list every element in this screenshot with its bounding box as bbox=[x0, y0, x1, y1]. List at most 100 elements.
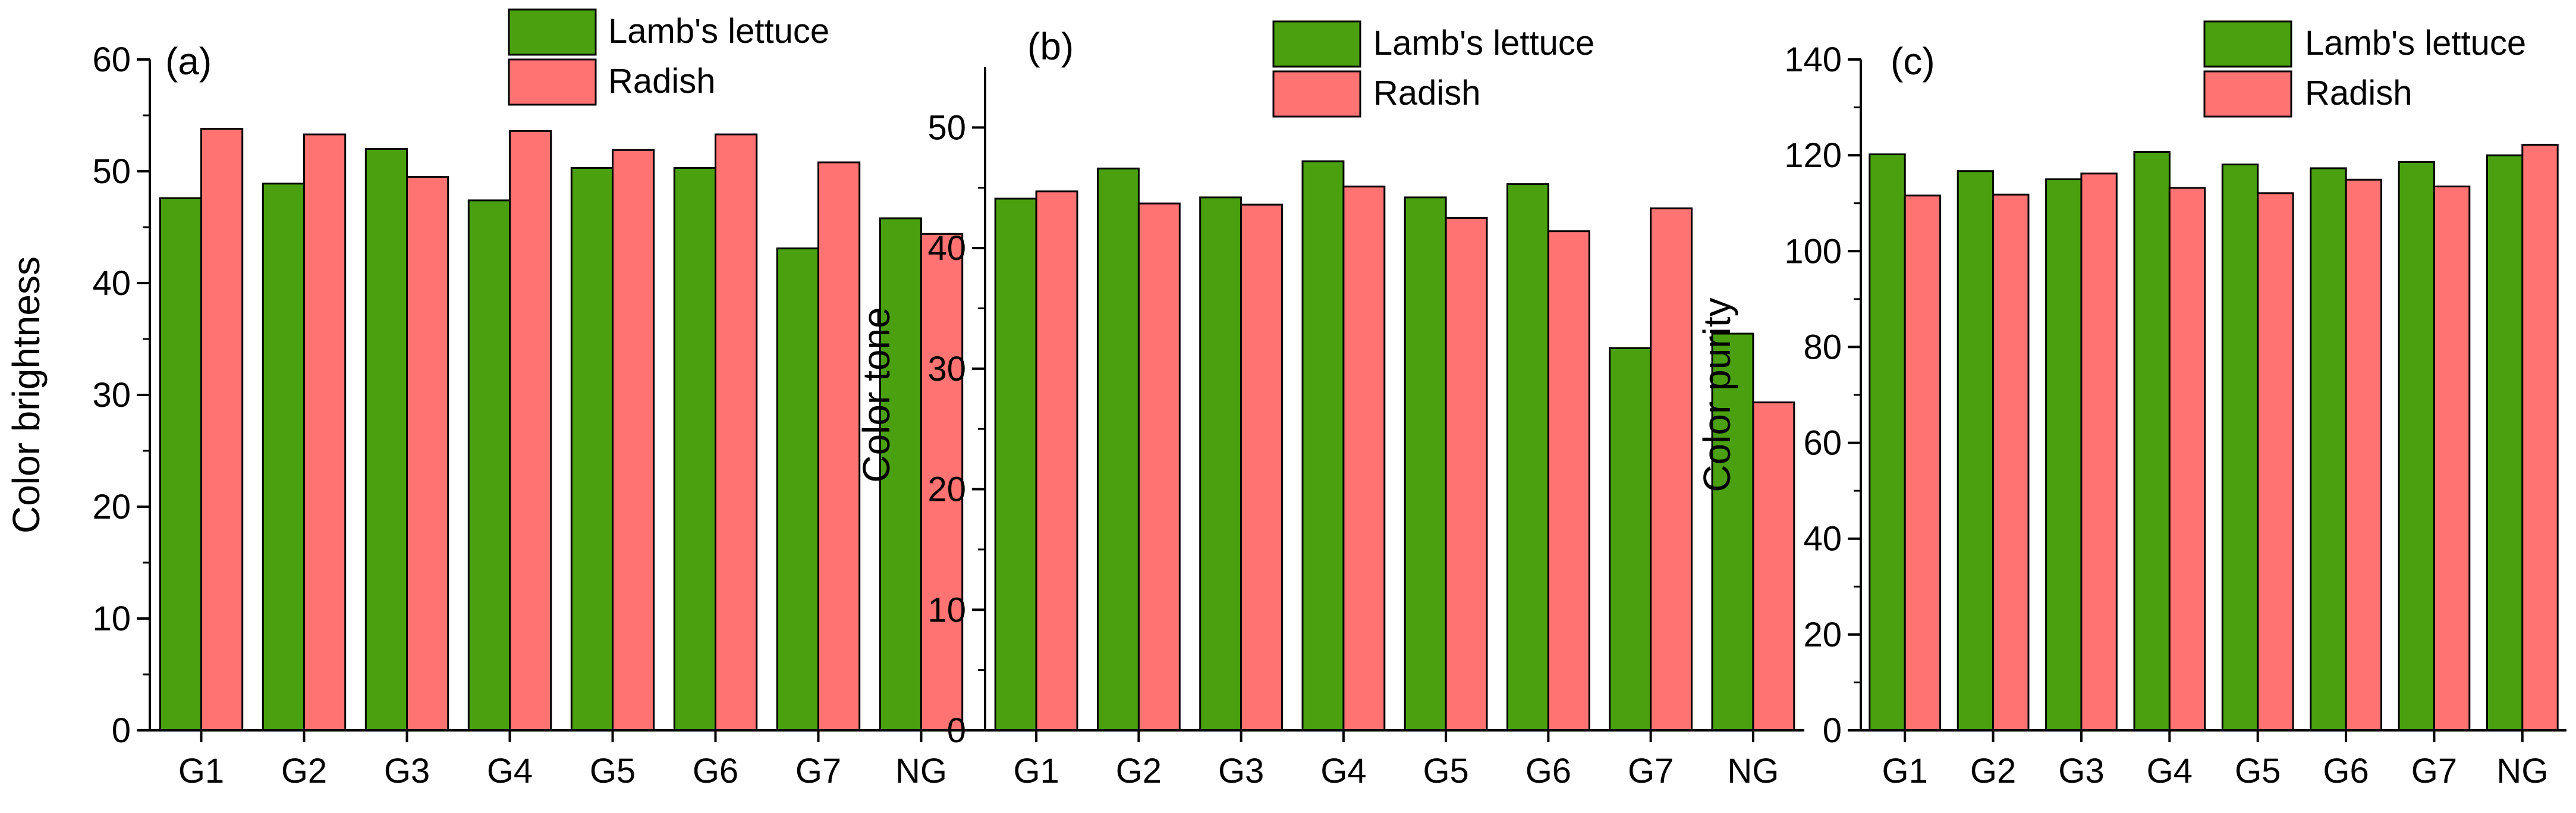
y-tick-label: 40 bbox=[92, 264, 131, 303]
bar-lettuce-g6 bbox=[673, 167, 717, 732]
x-tick-label-g4: G4 bbox=[487, 752, 533, 790]
bar-radish-g1 bbox=[1035, 190, 1078, 732]
bar-radish-g7 bbox=[2433, 186, 2471, 732]
bar-lettuce-g6 bbox=[1506, 183, 1549, 732]
bar-lettuce-g1 bbox=[159, 197, 202, 732]
y-tick-label: 50 bbox=[92, 152, 131, 191]
y-tick-label: 20 bbox=[92, 488, 131, 526]
legend-label-lettuce: Lamb's lettuce bbox=[608, 12, 829, 51]
bar-radish-g6 bbox=[2345, 178, 2383, 732]
y-tick-label: 20 bbox=[1803, 616, 1842, 654]
bar-lettuce-g7 bbox=[2398, 161, 2436, 732]
bar-lettuce-g2 bbox=[1957, 170, 1995, 732]
bar-lettuce-g3 bbox=[2045, 178, 2083, 732]
chart-panel-c: 0 20 40 60 80 100 120 140 G1 G2 G3 G4 G5 G6 G7 NG Color … bbox=[1696, 20, 2566, 790]
y-tick-label: 80 bbox=[1803, 328, 1842, 366]
x-tick-label-g2: G2 bbox=[1970, 752, 2016, 790]
y-tick-label: 0 bbox=[112, 711, 131, 750]
x-tick-label-g7: G7 bbox=[2411, 752, 2457, 790]
bar-lettuce-g7 bbox=[1609, 347, 1652, 732]
x-tick-label-g4: G4 bbox=[2147, 752, 2193, 790]
bar-lettuce-g1 bbox=[1869, 153, 1906, 732]
bar-lettuce-g4 bbox=[467, 199, 511, 732]
bar-lettuce-g5 bbox=[2221, 164, 2259, 732]
bar-radish-g2 bbox=[303, 133, 347, 732]
bar-radish-g1 bbox=[200, 128, 244, 732]
bar-lettuce-g2 bbox=[262, 183, 305, 732]
x-tick-label-g7: G7 bbox=[1628, 752, 1674, 790]
y-tick-label: 120 bbox=[1784, 136, 1842, 175]
y-tick-label: 0 bbox=[947, 711, 966, 750]
legend: Lamb's lettuce Radish bbox=[1272, 20, 1594, 118]
bar-lettuce-g6 bbox=[2310, 167, 2347, 732]
x-tick-label-g3: G3 bbox=[2058, 752, 2104, 790]
y-tick-label: 140 bbox=[1784, 40, 1842, 79]
bar-radish-g1 bbox=[1904, 194, 1942, 732]
bar-lettuce-g4 bbox=[2133, 151, 2171, 732]
y-tick-label: 50 bbox=[927, 108, 966, 147]
x-tick-label-g5: G5 bbox=[590, 752, 636, 790]
y-tick-label: 40 bbox=[927, 229, 966, 268]
bar-lettuce-g3 bbox=[364, 147, 408, 732]
chart-panel-b: 0 10 20 30 40 50 G1 G2 G3 G4 G5 G6 G7 NG Color tone (b)… bbox=[855, 20, 1804, 790]
bar-radish-g4 bbox=[2168, 187, 2206, 732]
y-tick-label: 100 bbox=[1784, 232, 1842, 271]
y-tick-label: 0 bbox=[1823, 711, 1842, 750]
x-tick-label-ng: NG bbox=[2496, 752, 2548, 790]
x-tick-label-g2: G2 bbox=[281, 752, 327, 790]
bar-radish-g7 bbox=[1650, 207, 1693, 732]
bar-radish-g2 bbox=[1992, 193, 2030, 732]
x-tick-label-g7: G7 bbox=[795, 752, 841, 790]
bar-radish-g3 bbox=[2080, 172, 2118, 732]
bar-radish-ng bbox=[1752, 401, 1795, 732]
y-tick-label: 60 bbox=[1803, 424, 1842, 463]
bar-radish-g2 bbox=[1137, 202, 1181, 732]
x-tick-label-g2: G2 bbox=[1116, 752, 1162, 790]
bar-radish-g5 bbox=[2257, 192, 2294, 732]
x-tick-label-ng: NG bbox=[1727, 752, 1779, 790]
legend-label-radish: Radish bbox=[608, 62, 716, 101]
legend-swatch-lettuce bbox=[1272, 20, 1361, 68]
bar-radish-g3 bbox=[1240, 203, 1284, 732]
bar-lettuce-ng bbox=[1711, 332, 1754, 732]
x-tick-label-g6: G6 bbox=[693, 752, 738, 790]
x-tick-label-ng: NG bbox=[895, 752, 947, 790]
legend: Lamb's lettuce Radish bbox=[2203, 20, 2526, 118]
bar-radish-g6 bbox=[1547, 230, 1590, 732]
x-tick-label-g3: G3 bbox=[384, 752, 430, 790]
bar-radish-g4 bbox=[509, 130, 552, 732]
legend-swatch-lettuce bbox=[2203, 20, 2292, 68]
x-tick-label-g3: G3 bbox=[1218, 752, 1264, 790]
y-axis-title: Color purity bbox=[1696, 297, 1738, 492]
bar-radish-ng bbox=[920, 233, 964, 732]
bar-lettuce-g5 bbox=[570, 167, 614, 732]
y-tick-label: 10 bbox=[92, 599, 131, 638]
x-tick-label-g5: G5 bbox=[1423, 752, 1468, 790]
bar-lettuce-ng bbox=[2486, 154, 2524, 732]
bar-radish-g5 bbox=[1445, 216, 1488, 732]
y-tick-label: 40 bbox=[1803, 520, 1842, 558]
x-tick-label-g1: G1 bbox=[1882, 752, 1928, 790]
bar-lettuce-g7 bbox=[776, 247, 820, 732]
y-tick-label: 30 bbox=[92, 376, 131, 415]
x-tick-label-g4: G4 bbox=[1320, 752, 1366, 790]
legend-label-lettuce: Lamb's lettuce bbox=[2305, 24, 2526, 62]
bar-lettuce-g1 bbox=[994, 197, 1037, 732]
y-tick-label: 30 bbox=[927, 350, 966, 388]
panel-label: (b) bbox=[1027, 25, 1074, 68]
x-tick-label-g1: G1 bbox=[178, 752, 224, 790]
panel-label: (c) bbox=[1891, 40, 1935, 83]
y-tick-label: 60 bbox=[92, 40, 131, 79]
x-tick-label-g6: G6 bbox=[1526, 752, 1571, 790]
bar-radish-g7 bbox=[817, 161, 861, 732]
bar-lettuce-g5 bbox=[1404, 196, 1447, 732]
legend: Lamb's lettuce Radish bbox=[508, 8, 829, 106]
bar-radish-g4 bbox=[1342, 186, 1386, 732]
bar-lettuce-g3 bbox=[1199, 196, 1243, 732]
legend-swatch-lettuce bbox=[508, 8, 597, 56]
x-tick-label-g5: G5 bbox=[2235, 752, 2281, 790]
y-tick-label: 20 bbox=[927, 470, 966, 509]
legend-label-lettuce: Lamb's lettuce bbox=[1373, 24, 1594, 62]
chart-panel-a: 0 10 20 30 40 50 60 G1 G2 G3 G4 G5 G6 G7 NG Color brigh… bbox=[5, 8, 973, 790]
